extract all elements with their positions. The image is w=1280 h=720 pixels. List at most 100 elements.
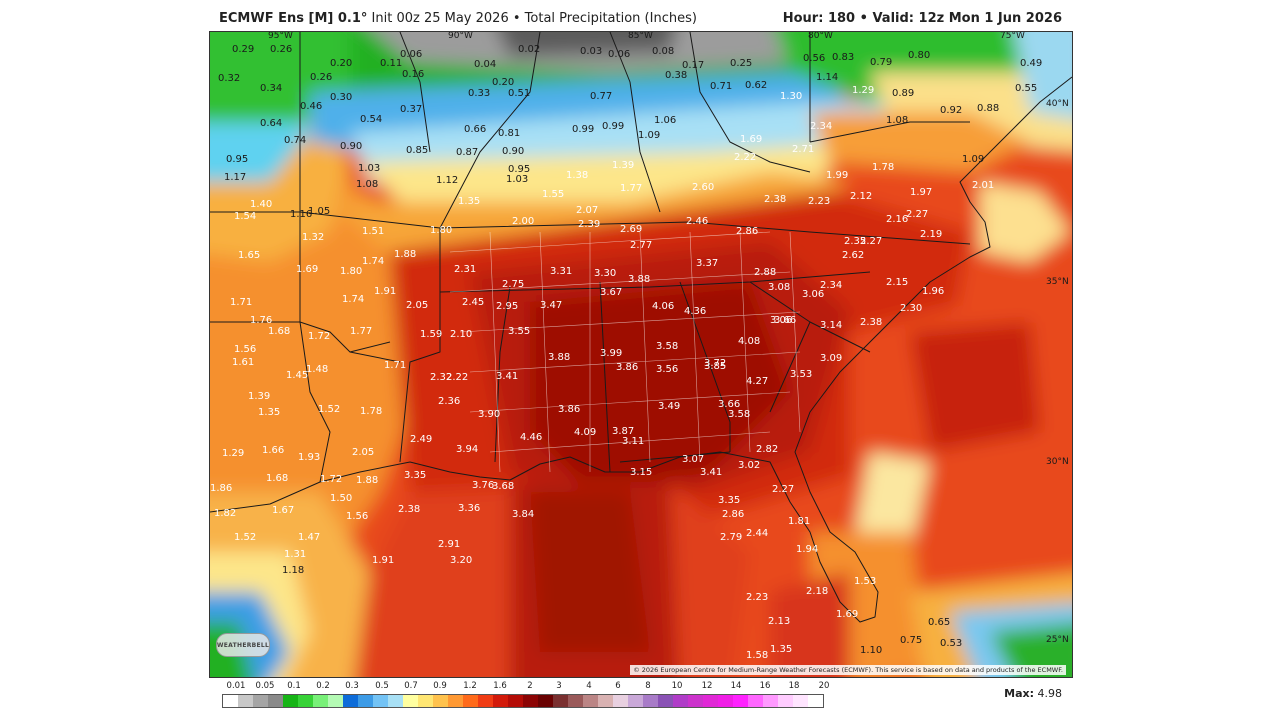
colorbar-segment <box>793 695 808 707</box>
precip-value-label: 0.87 <box>456 147 478 158</box>
precip-value-label: 0.90 <box>340 141 362 152</box>
precip-value-label: 0.17 <box>682 60 704 71</box>
precip-value-label: 0.46 <box>300 101 322 112</box>
precip-value-label: 1.40 <box>250 199 272 210</box>
colorbar-segment <box>478 695 493 707</box>
precip-value-label: 0.51 <box>508 88 530 99</box>
precip-value-label: 1.99 <box>826 170 848 181</box>
precipitation-map: 95°W 90°W 85°W 80°W 75°W 40°N 35°N 30°N 25°N 0.2… <box>209 31 1073 678</box>
precip-shading <box>210 32 1072 677</box>
precip-value-label: 2.39 <box>578 219 600 230</box>
precip-value-label: 1.14 <box>816 72 838 83</box>
colorbar-tick-label: 1.6 <box>493 681 507 691</box>
precip-value-label: 3.30 <box>594 268 616 279</box>
precip-value-label: 1.91 <box>374 286 396 297</box>
colorbar-tick-label: 0.9 <box>433 681 447 691</box>
colorbar-tick-label: 0.7 <box>404 681 418 691</box>
precip-value-label: 3.58 <box>656 341 678 352</box>
precip-value-label: 1.10 <box>860 645 882 656</box>
colorbar-segment <box>583 695 598 707</box>
precip-value-label: 2.23 <box>808 196 830 207</box>
precip-value-label: 3.14 <box>820 320 842 331</box>
colorbar-segment <box>238 695 253 707</box>
precip-value-label: 3.86 <box>558 404 580 415</box>
precip-value-label: 3.88 <box>628 274 650 285</box>
precip-value-label: 0.62 <box>745 80 767 91</box>
precip-value-label: 1.61 <box>232 357 254 368</box>
precip-value-label: 2.60 <box>692 182 714 193</box>
precip-value-label: 0.20 <box>330 58 352 69</box>
map-title: ECMWF Ens [M] 0.1° Init 00z 25 May 2026 … <box>219 11 697 26</box>
precip-value-label: 2.45 <box>462 297 484 308</box>
precip-value-label: 2.88 <box>754 267 776 278</box>
precip-value-label: 1.06 <box>654 115 676 126</box>
precip-value-label: 2.75 <box>502 279 524 290</box>
longitude-label: 95°W <box>268 32 293 41</box>
precip-value-label: 3.02 <box>738 460 760 471</box>
precip-value-label: 1.48 <box>306 364 328 375</box>
precip-value-label: 0.29 <box>232 44 254 55</box>
max-label: Max: <box>1004 687 1034 700</box>
colorbar-segment <box>643 695 658 707</box>
precip-value-label: 0.03 <box>580 46 602 57</box>
precip-value-label: 2.01 <box>972 180 994 191</box>
precip-value-label: 2.16 <box>886 214 908 225</box>
precip-value-label: 4.09 <box>574 427 596 438</box>
latitude-label: 35°N <box>1046 277 1069 287</box>
precip-value-label: 1.16 <box>290 209 312 220</box>
precip-value-label: 2.44 <box>746 528 768 539</box>
logo-text: WEATHERBELL <box>216 641 270 649</box>
precip-value-label: 1.68 <box>266 473 288 484</box>
precip-value-label: 1.29 <box>222 448 244 459</box>
precip-value-label: 1.68 <box>268 326 290 337</box>
precip-value-label: 1.86 <box>210 483 232 494</box>
longitude-label: 75°W <box>1000 32 1025 41</box>
precip-value-label: 1.77 <box>620 183 642 194</box>
precip-value-label: 1.35 <box>258 407 280 418</box>
model-name: ECMWF Ens [M] 0.1 <box>219 11 361 26</box>
precip-value-label: 2.22 <box>734 152 756 163</box>
colorbar-tick-label: 6 <box>615 681 621 691</box>
precip-value-label: 0.53 <box>940 638 962 649</box>
precip-value-label: 3.15 <box>630 467 652 478</box>
precip-value-label: 3.88 <box>548 352 570 363</box>
colorbar-tick-label: 0.01 <box>226 681 246 691</box>
precip-value-label: 1.67 <box>272 505 294 516</box>
longitude-label: 85°W <box>628 32 653 41</box>
precip-value-label: 1.52 <box>318 404 340 415</box>
colorbar-segment <box>628 695 643 707</box>
precip-value-label: 0.49 <box>1020 58 1042 69</box>
precip-value-label: 0.25 <box>730 58 752 69</box>
precip-value-label: 3.86 <box>616 362 638 373</box>
precip-value-label: 1.17 <box>224 172 246 183</box>
colorbar-segment <box>418 695 433 707</box>
precip-value-label: 1.35 <box>770 644 792 655</box>
precip-value-label: 0.04 <box>474 59 496 70</box>
precip-value-label: 1.59 <box>420 329 442 340</box>
precip-value-label: 2.32 <box>430 372 452 383</box>
colorbar-segment <box>778 695 793 707</box>
precip-value-label: 3.87 <box>612 426 634 437</box>
precip-value-label: 2.34 <box>820 280 842 291</box>
precip-value-label: 1.50 <box>330 493 352 504</box>
precip-value-label: 2.18 <box>806 586 828 597</box>
hour-value: 180 <box>827 11 856 26</box>
precip-value-label: 2.05 <box>352 447 374 458</box>
copyright-notice: © 2026 European Centre for Medium-Range … <box>630 665 1066 675</box>
longitude-label: 80°W <box>808 32 833 41</box>
precip-value-label: 1.72 <box>308 331 330 342</box>
precip-value-label: 0.20 <box>492 77 514 88</box>
precip-value-label: 2.38 <box>398 504 420 515</box>
precip-value-label: 1.94 <box>796 544 818 555</box>
precip-value-label: 2.27 <box>772 484 794 495</box>
precip-value-label: 1.32 <box>302 232 324 243</box>
precip-value-label: 1.30 <box>780 91 802 102</box>
county-borders <box>449 231 801 473</box>
precip-value-label: 2.69 <box>620 224 642 235</box>
precip-value-label: 3.66 <box>718 399 740 410</box>
precip-value-label: 1.78 <box>872 162 894 173</box>
precip-value-label: 0.16 <box>402 69 424 80</box>
precip-value-label: 1.03 <box>506 174 528 185</box>
precip-value-label: 3.99 <box>600 348 622 359</box>
precip-value-label: 1.77 <box>350 326 372 337</box>
